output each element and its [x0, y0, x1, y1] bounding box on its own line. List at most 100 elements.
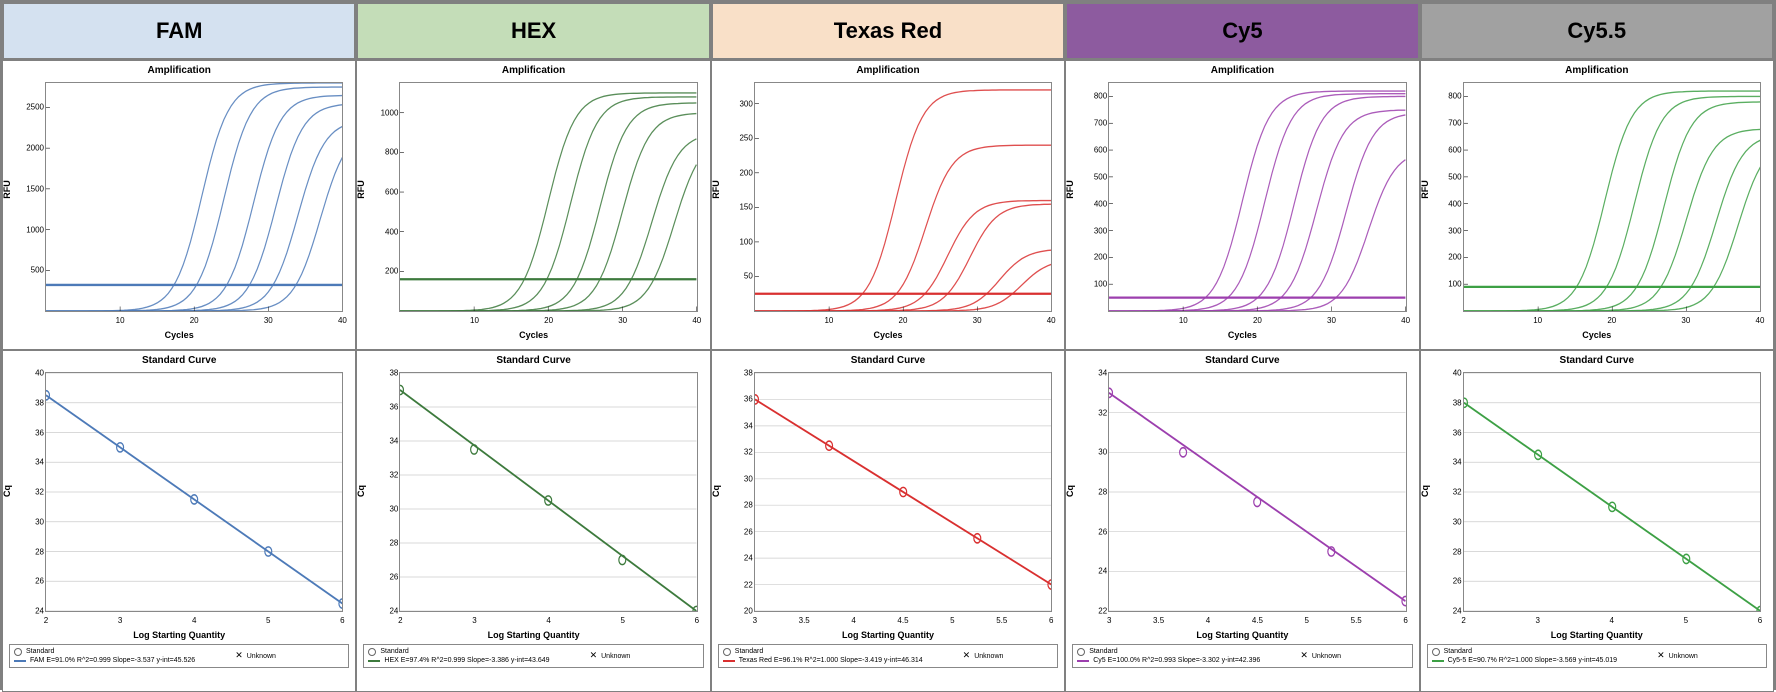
- amplification-chart: AmplificationRFU100200300400500600700800…: [1065, 60, 1419, 350]
- ytick-label: 26: [721, 527, 753, 536]
- ytick-label: 38: [1430, 398, 1462, 407]
- ytick-label: 28: [12, 547, 44, 556]
- x-axis-label: Cycles: [718, 330, 1058, 340]
- xtick-label: 3.5: [799, 616, 810, 625]
- x-icon: ✕: [1657, 650, 1665, 662]
- xtick-label: 30: [973, 316, 982, 325]
- x-axis-label: Log Starting Quantity: [1072, 630, 1412, 640]
- ytick-label: 1500: [12, 184, 44, 193]
- xtick-label: 5: [950, 616, 954, 625]
- x-axis-label: Log Starting Quantity: [1427, 630, 1767, 640]
- ytick-label: 34: [366, 437, 398, 446]
- xtick-label: 30: [264, 316, 273, 325]
- xtick-label: 5: [620, 616, 624, 625]
- legend-label: Unknown: [247, 652, 276, 661]
- xtick-label: 4: [546, 616, 550, 625]
- chart-area: Cq2224262830323433.544.555.56: [1072, 368, 1412, 628]
- ytick-label: 20: [721, 607, 753, 616]
- legend-label: FAM E=91.0% R^2=0.999 Slope=-3.537 y-int…: [30, 656, 195, 665]
- standard-curve-chart: Standard CurveCq2224262830323433.544.555…: [1065, 350, 1419, 692]
- ytick-label: 32: [1430, 488, 1462, 497]
- x-axis-label: Log Starting Quantity: [9, 630, 349, 640]
- chart-title: Amplification: [363, 65, 703, 76]
- xtick-label: 2: [398, 616, 402, 625]
- ytick-label: 28: [1430, 547, 1462, 556]
- circle-icon: [723, 648, 731, 656]
- chart-area: Cq24262830323436384023456: [1427, 368, 1767, 628]
- channel-grid: FAMHEXTexas RedCy5Cy5.5AmplificationRFU5…: [0, 0, 1776, 690]
- xtick-label: 10: [1179, 316, 1188, 325]
- line-icon: [1432, 660, 1444, 662]
- y-axis-label: Cq: [356, 485, 366, 497]
- ytick-label: 800: [1075, 92, 1107, 101]
- ytick-label: 700: [1430, 119, 1462, 128]
- chart-title: Standard Curve: [363, 355, 703, 366]
- ytick-label: 1000: [366, 108, 398, 117]
- channel-header: FAM: [2, 2, 356, 60]
- y-axis-label: Cq: [711, 485, 721, 497]
- x-axis-label: Cycles: [1072, 330, 1412, 340]
- channel-header: Texas Red: [711, 2, 1065, 60]
- chart-title: Amplification: [1427, 65, 1767, 76]
- legend-label: Cy5-5 E=90.7% R^2=1.000 Slope=-3.569 y-i…: [1448, 656, 1617, 665]
- circle-icon: [1432, 648, 1440, 656]
- ytick-label: 34: [1075, 369, 1107, 378]
- ytick-label: 36: [12, 428, 44, 437]
- x-axis-label: Cycles: [9, 330, 349, 340]
- legend-item-standard: Standard: [14, 647, 195, 656]
- ytick-label: 400: [1430, 199, 1462, 208]
- ytick-label: 100: [1430, 280, 1462, 289]
- ytick-label: 24: [12, 607, 44, 616]
- legend-item-fit: Cy5 E=100.0% R^2=0.993 Slope=-3.302 y-in…: [1077, 656, 1260, 665]
- legend-label: Unknown: [601, 652, 630, 661]
- channel-header: Cy5.5: [1420, 2, 1774, 60]
- line-icon: [723, 660, 735, 662]
- y-axis-label: RFU: [356, 180, 366, 199]
- xtick-label: 4: [1610, 616, 1614, 625]
- circle-icon: [368, 648, 376, 656]
- xtick-label: 4: [1206, 616, 1210, 625]
- ytick-label: 24: [366, 607, 398, 616]
- x-icon: ✕: [590, 650, 598, 662]
- legend-item-standard: Standard: [723, 647, 923, 656]
- legend-item-unknown: ✕ Unknown: [1657, 647, 1698, 665]
- legend-label: Standard: [1089, 647, 1117, 656]
- legend-item-standard: Standard: [368, 647, 549, 656]
- ytick-label: 30: [721, 474, 753, 483]
- y-axis-label: RFU: [2, 180, 12, 199]
- amp-plot: 10020030040050060070080010203040: [1108, 82, 1406, 312]
- xtick-label: 4: [851, 616, 855, 625]
- legend-item-standard: Standard: [1077, 647, 1260, 656]
- chart-title: Standard Curve: [1427, 355, 1767, 366]
- xtick-label: 2: [1461, 616, 1465, 625]
- legend-item-unknown: ✕ Unknown: [963, 647, 1004, 665]
- standard-curve-chart: Standard CurveCq24262830323436384023456L…: [2, 350, 356, 692]
- xtick-label: 40: [1756, 316, 1765, 325]
- xtick-label: 40: [338, 316, 347, 325]
- ytick-label: 32: [1075, 408, 1107, 417]
- legend-label: Unknown: [1312, 652, 1341, 661]
- chart-title: Amplification: [9, 65, 349, 76]
- ytick-label: 24: [1430, 607, 1462, 616]
- std-plot: 24262830323436384023456: [1463, 372, 1761, 612]
- amplification-chart: AmplificationRFU501001502002503001020304…: [711, 60, 1065, 350]
- chart-area: RFU200400600800100010203040: [363, 78, 703, 328]
- x-axis-label: Cycles: [363, 330, 703, 340]
- ytick-label: 34: [1430, 458, 1462, 467]
- amplification-chart: AmplificationRFU500100015002000250010203…: [2, 60, 356, 350]
- legend-item-fit: Texas Red E=96.1% R^2=1.000 Slope=-3.419…: [723, 656, 923, 665]
- ytick-label: 24: [721, 554, 753, 563]
- channel-header: HEX: [356, 2, 710, 60]
- xtick-label: 6: [1403, 616, 1407, 625]
- ytick-label: 2500: [12, 103, 44, 112]
- std-plot: 24262830323436384023456: [45, 372, 343, 612]
- legend-label: Cy5 E=100.0% R^2=0.993 Slope=-3.302 y-in…: [1093, 656, 1260, 665]
- circle-icon: [14, 648, 22, 656]
- channel-header: Cy5: [1065, 2, 1419, 60]
- ytick-label: 700: [1075, 119, 1107, 128]
- legend-label: Texas Red E=96.1% R^2=1.000 Slope=-3.419…: [739, 656, 923, 665]
- chart-title: Standard Curve: [718, 355, 1058, 366]
- ytick-label: 300: [1075, 226, 1107, 235]
- ytick-label: 38: [721, 369, 753, 378]
- xtick-label: 10: [470, 316, 479, 325]
